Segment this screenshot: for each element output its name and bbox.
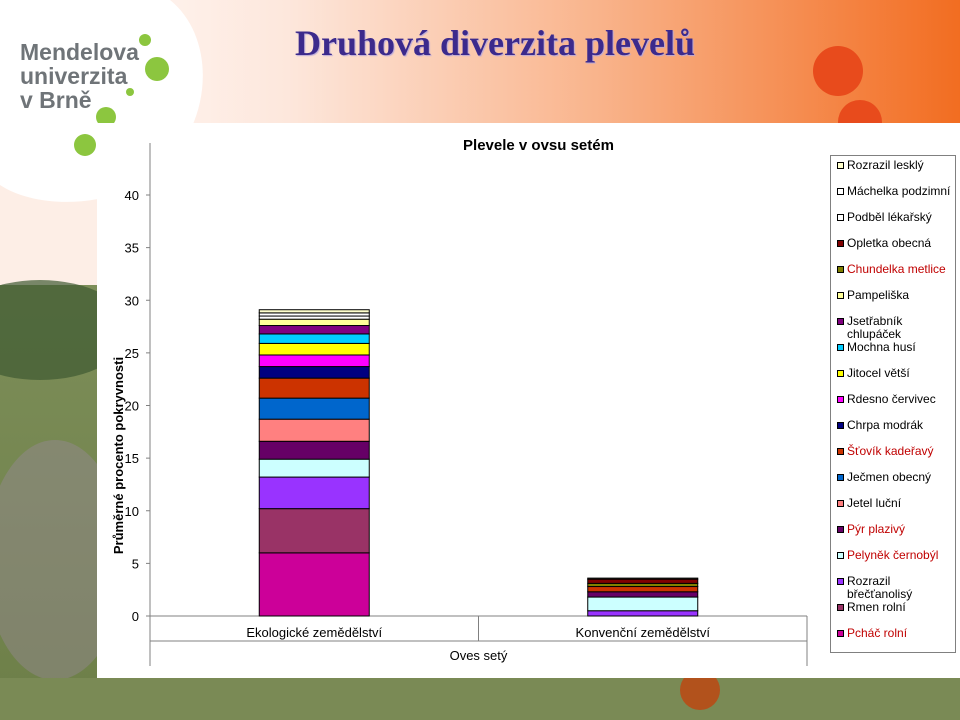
- bar-segment: [258, 354, 370, 368]
- y-tick-label: 30: [125, 293, 139, 308]
- bar-segment: [258, 325, 370, 335]
- page-title: Druhová diverzita plevelů: [295, 23, 695, 63]
- logo-line-3: v Brně: [20, 87, 92, 113]
- y-tick-label: 15: [125, 451, 139, 466]
- bar-segment: [258, 333, 370, 344]
- legend-swatch: [837, 344, 844, 351]
- legend-label: Opletka obecná: [847, 236, 932, 250]
- legend-label: Rmen rolní: [847, 600, 906, 614]
- chart-title: Plevele v ovsu setém: [463, 137, 614, 154]
- legend-swatch: [837, 604, 844, 611]
- legend-label: Podběl lékařský: [847, 210, 932, 224]
- bar-segment: [258, 440, 370, 460]
- legend-swatch: [837, 318, 844, 325]
- bar-segment: [587, 578, 699, 584]
- x-category-label: Ekologické zemědělství: [246, 625, 382, 640]
- legend-swatch: [837, 214, 844, 221]
- legend-swatch: [837, 240, 844, 247]
- legend-label: Ječmen obecný: [847, 470, 932, 484]
- bar-segment: [258, 476, 370, 510]
- legend-label: Jsetřabník chlupáček: [847, 314, 903, 341]
- stacked-bar-chart: 0 5 10 15 20 25 30 35 40 Průměrné procento pokryv…: [111, 143, 808, 666]
- y-tick-label: 20: [125, 399, 139, 414]
- bar-segment: [258, 458, 370, 478]
- legend-label: Mochna husí: [847, 340, 916, 354]
- legend-label: Jitocel větší: [847, 366, 910, 380]
- logo-line-1: Mendelova: [20, 39, 139, 65]
- legend-label: Chundelka metlice: [847, 262, 946, 276]
- y-tick-label: 35: [125, 241, 139, 256]
- legend-swatch: [837, 552, 844, 559]
- legend-label: Jetel luční: [847, 496, 902, 510]
- legend-label: Rozrazil břečťanolisý: [847, 574, 913, 601]
- legend-label: Šťovík kadeřavý: [847, 444, 934, 458]
- bar-segment: [258, 342, 370, 356]
- legend-swatch: [837, 396, 844, 403]
- chart-panel: 0 5 10 15 20 25 30 35 40 Průměrné procento pokryv…: [97, 123, 960, 678]
- legend-swatch: [837, 266, 844, 273]
- legend-label: Rozrazil lesklý: [847, 158, 924, 172]
- legend-label: Rdesno červivec: [847, 392, 936, 406]
- y-tick-label: 0: [132, 609, 139, 624]
- y-tick-label: 25: [125, 346, 139, 361]
- legend-label: Pampeliška: [847, 288, 910, 302]
- x-axis-label: Oves setý: [450, 648, 508, 663]
- university-logo: Mendelova univerzita v Brně: [20, 40, 150, 112]
- x-category-label: Konvenční zemědělství: [576, 625, 711, 640]
- bar-segment: [587, 596, 699, 612]
- y-tick-label: 5: [132, 556, 139, 571]
- legend-label: Pelyněk černobýl: [847, 548, 939, 562]
- chart-legend: Rozrazil lesklý Máchelka podzimní Podběl l…: [830, 155, 956, 653]
- bar-segment: [587, 610, 699, 617]
- bar-segment: [258, 366, 370, 379]
- bar-segment: [258, 318, 370, 327]
- legend-swatch: [837, 422, 844, 429]
- legend-swatch: [837, 526, 844, 533]
- bar-segment: [587, 577, 699, 580]
- bar-segment: [258, 397, 370, 420]
- legend-swatch: [837, 188, 844, 195]
- legend-swatch: [837, 500, 844, 507]
- bar-segment: [258, 552, 370, 617]
- legend-swatch: [837, 162, 844, 169]
- bar-segment: [258, 508, 370, 554]
- legend-swatch: [837, 370, 844, 377]
- legend-label: Pcháč rolní: [847, 626, 908, 640]
- y-axis-label: Průměrné procento pokryvnosti: [111, 357, 126, 554]
- bar-segment: [258, 418, 370, 442]
- bar-segment: [258, 377, 370, 399]
- bar-segment: [258, 309, 370, 314]
- legend-label: Máchelka podzimní: [847, 184, 951, 198]
- legend-swatch: [837, 474, 844, 481]
- legend-swatch: [837, 630, 844, 637]
- legend-label: Chrpa modrák: [847, 418, 924, 432]
- y-tick-label: 10: [125, 504, 139, 519]
- bar-segment: [587, 586, 699, 593]
- legend-swatch: [837, 578, 844, 585]
- y-tick-label: 40: [125, 188, 139, 203]
- legend-swatch: [837, 448, 844, 455]
- bar-segment: [587, 591, 699, 598]
- legend-label: Pýr plazivý: [847, 522, 906, 536]
- accent-circle-large: [813, 46, 863, 96]
- logo-line-2: univerzita: [20, 63, 128, 89]
- legend-swatch: [837, 292, 844, 299]
